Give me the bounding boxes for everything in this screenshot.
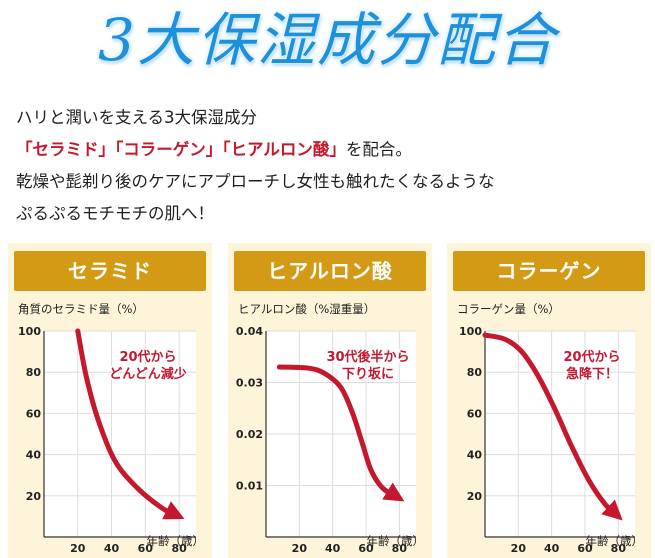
x-tick-label: 40: [544, 542, 560, 555]
annotation-text: 30代後半から: [326, 349, 409, 365]
intro-line-2-rest: を配合。: [345, 140, 412, 159]
y-axis-label: コラーゲン量（%）: [457, 302, 560, 316]
intro-line-2: 「セラミド」「コラーゲン」「ヒアルロン酸」を配合。: [16, 134, 646, 166]
intro-text: ハリと潤いを支える3大保湿成分 「セラミド」「コラーゲン」「ヒアルロン酸」を配合…: [16, 102, 646, 230]
chart-panel-hyaluronic: ヒアルロン酸 ヒアルロン酸（%湿重量） 0.04 0.03 0.02 0.01 20 40…: [228, 243, 432, 558]
y-tick-label: 100: [18, 325, 41, 338]
chart-title: ヒアルロン酸: [234, 251, 426, 291]
x-tick-label: 80: [171, 542, 187, 555]
annotation-text: 20代から: [563, 349, 620, 365]
annotation-text: どんどん減少: [109, 366, 187, 382]
intro-line-4: ぷるぷるモチモチの肌へ！: [16, 204, 214, 223]
y-tick-label: 80: [26, 366, 42, 379]
x-axis-label: 年齢（歳）: [585, 534, 644, 548]
y-tick-label: 20: [26, 490, 42, 503]
intro-line-3: 乾燥や髭剃り後のケアにアプローチし女性も触れたくなるような: [16, 172, 495, 191]
y-tick-label: 60: [26, 407, 42, 420]
x-tick-label: 80: [392, 542, 408, 555]
y-tick-label: 0.03: [236, 377, 263, 390]
x-tick-label: 40: [325, 542, 341, 555]
x-axis-label: 年齢（歳）: [146, 534, 205, 548]
page-title: 3大保湿成分配合: [98, 6, 557, 74]
x-tick-label: 40: [104, 542, 120, 555]
y-tick-label: 0.04: [236, 325, 263, 338]
annotation-text: 下り坂に: [342, 366, 394, 382]
y-tick-label: 0.02: [236, 428, 263, 441]
y-tick-label: 100: [459, 325, 482, 338]
data-line: [482, 332, 623, 521]
y-tick-label: 20: [467, 490, 483, 503]
y-tick-label: 0.01: [236, 480, 263, 493]
x-tick-label: 60: [358, 542, 374, 555]
data-line: [75, 328, 185, 520]
intro-line-1: ハリと潤いを支える3大保湿成分: [16, 108, 258, 127]
x-axis-label: 年齢（歳）: [366, 534, 425, 548]
chart-panel-ceramide: セラミド 角質のセラミド量（%） 100 80 60 40 20 20 40 60 80 20代か…: [8, 243, 212, 558]
x-tick-label: 60: [138, 542, 154, 555]
x-tick-label: 60: [577, 542, 593, 555]
annotation-text: 急降下！: [566, 366, 618, 382]
chart-title: コラーゲン: [453, 251, 645, 291]
chart-panel-collagen: コラーゲン コラーゲン量（%） 100 80 60 40 20 20 40 60 80 20代から…: [447, 243, 651, 558]
x-tick-label: 80: [611, 542, 627, 555]
chart-title: セラミド: [14, 251, 206, 291]
y-axis-label: 角質のセラミド量（%）: [18, 302, 144, 316]
x-tick-label: 20: [511, 542, 527, 555]
y-tick-label: 80: [467, 366, 483, 379]
data-line: [276, 364, 405, 502]
y-tick-label: 40: [467, 449, 483, 462]
ingredient-names: 「セラミド」「コラーゲン」「ヒアルロン酸」: [16, 140, 346, 159]
x-tick-label: 20: [292, 542, 308, 555]
x-tick-label: 20: [70, 542, 86, 555]
y-tick-label: 40: [26, 449, 42, 462]
y-axis-label: ヒアルロン酸（%湿重量）: [238, 302, 376, 316]
y-tick-label: 60: [467, 407, 483, 420]
annotation-text: 20代から: [119, 349, 176, 365]
